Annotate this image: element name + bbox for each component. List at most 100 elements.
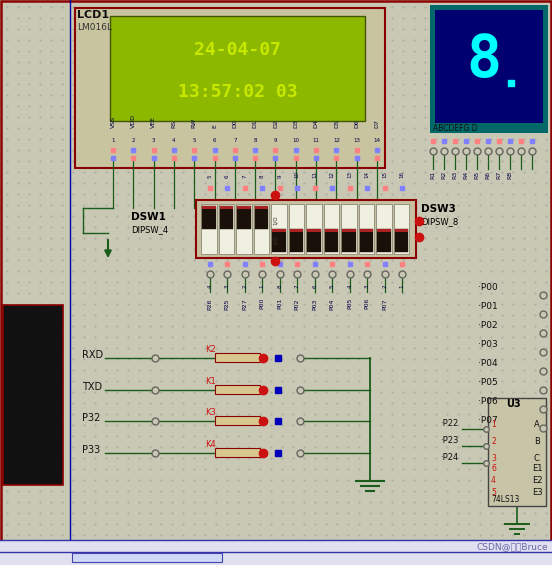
Text: 5: 5 bbox=[207, 175, 213, 178]
Bar bbox=[435, 10, 543, 123]
Text: ·P00: ·P00 bbox=[478, 283, 498, 292]
Text: D7: D7 bbox=[374, 119, 380, 128]
Text: R4: R4 bbox=[464, 171, 469, 179]
Text: 4: 4 bbox=[347, 284, 352, 288]
Text: 6: 6 bbox=[491, 464, 496, 473]
Text: DSW3: DSW3 bbox=[421, 204, 456, 214]
Text: 13: 13 bbox=[353, 137, 360, 142]
Text: D5: D5 bbox=[334, 119, 339, 128]
Bar bbox=[394, 204, 409, 254]
Bar bbox=[110, 16, 365, 121]
Text: R3: R3 bbox=[453, 171, 458, 179]
Text: R8: R8 bbox=[507, 171, 512, 179]
Bar bbox=[376, 204, 391, 254]
Bar bbox=[341, 204, 357, 254]
Bar bbox=[272, 229, 285, 252]
Text: 4: 4 bbox=[491, 476, 496, 485]
Bar bbox=[254, 206, 268, 209]
Bar bbox=[0, 540, 552, 565]
Text: P32: P32 bbox=[82, 413, 100, 423]
Text: E1: E1 bbox=[532, 464, 543, 473]
Bar bbox=[430, 5, 548, 133]
Bar bbox=[201, 204, 216, 254]
Text: K4: K4 bbox=[205, 440, 216, 449]
Text: 1/O: 1/O bbox=[273, 235, 278, 245]
Bar bbox=[220, 206, 233, 209]
Text: 10: 10 bbox=[292, 137, 299, 142]
Bar bbox=[289, 229, 303, 252]
Bar bbox=[196, 200, 416, 258]
Text: 2: 2 bbox=[131, 137, 135, 142]
Text: ABCDEFG D: ABCDEFG D bbox=[433, 124, 477, 133]
Bar bbox=[215, 448, 260, 457]
Text: 13:57:02 03: 13:57:02 03 bbox=[178, 82, 298, 101]
Bar bbox=[307, 229, 321, 252]
Bar bbox=[395, 229, 408, 252]
Text: P01: P01 bbox=[277, 298, 282, 310]
Bar bbox=[289, 229, 303, 232]
Text: K1: K1 bbox=[205, 377, 216, 386]
Text: ·P22: ·P22 bbox=[440, 419, 458, 428]
Bar bbox=[306, 204, 321, 254]
Text: 8: 8 bbox=[277, 284, 282, 288]
Text: TXD: TXD bbox=[82, 382, 102, 392]
Text: 8: 8 bbox=[260, 175, 265, 178]
Bar bbox=[202, 206, 215, 229]
Bar bbox=[395, 229, 408, 232]
Text: 8: 8 bbox=[253, 137, 257, 142]
Text: R6: R6 bbox=[486, 171, 491, 179]
Text: RS: RS bbox=[172, 120, 177, 128]
Text: P03: P03 bbox=[312, 298, 317, 310]
Bar bbox=[202, 206, 215, 209]
Text: ·P05: ·P05 bbox=[478, 378, 498, 387]
Text: 6: 6 bbox=[213, 137, 216, 142]
Text: P25: P25 bbox=[225, 298, 230, 310]
Text: 6: 6 bbox=[225, 175, 230, 178]
Text: 3: 3 bbox=[491, 454, 496, 463]
Text: 11: 11 bbox=[312, 171, 317, 178]
Text: C: C bbox=[534, 454, 540, 463]
Text: 12: 12 bbox=[330, 171, 335, 178]
Bar bbox=[342, 229, 355, 232]
Text: P07: P07 bbox=[382, 298, 388, 310]
Bar bbox=[236, 204, 252, 254]
Bar bbox=[219, 204, 234, 254]
Bar bbox=[237, 206, 251, 209]
Bar bbox=[488, 398, 546, 506]
Text: 15: 15 bbox=[382, 171, 388, 178]
Text: U3: U3 bbox=[506, 399, 521, 409]
Bar bbox=[3, 305, 63, 485]
Bar bbox=[325, 229, 338, 252]
Bar bbox=[272, 229, 285, 232]
Text: D1: D1 bbox=[253, 119, 258, 128]
Text: 5: 5 bbox=[330, 284, 335, 288]
Text: E2: E2 bbox=[532, 476, 543, 485]
Text: 3: 3 bbox=[365, 284, 370, 288]
Text: P00: P00 bbox=[260, 298, 265, 310]
Bar bbox=[271, 204, 286, 254]
Text: P05: P05 bbox=[347, 298, 352, 310]
Text: 10: 10 bbox=[295, 171, 300, 178]
Text: P04: P04 bbox=[330, 298, 335, 310]
Bar bbox=[75, 8, 385, 168]
Text: CSDN@海上Bruce: CSDN@海上Bruce bbox=[476, 542, 548, 551]
Text: 3: 3 bbox=[152, 137, 155, 142]
Bar bbox=[358, 204, 374, 254]
Text: P06: P06 bbox=[365, 298, 370, 310]
Text: ·P24: ·P24 bbox=[440, 453, 458, 462]
Bar bbox=[215, 353, 260, 362]
Text: VEE: VEE bbox=[151, 116, 156, 128]
Text: VSS: VSS bbox=[110, 116, 115, 128]
Text: ·P02: ·P02 bbox=[478, 321, 497, 330]
Text: E3: E3 bbox=[532, 488, 543, 497]
Text: 12: 12 bbox=[333, 137, 340, 142]
Text: 2: 2 bbox=[242, 284, 247, 288]
Text: 7: 7 bbox=[295, 284, 300, 288]
Text: P33: P33 bbox=[82, 445, 100, 455]
Text: P27: P27 bbox=[242, 298, 247, 310]
Text: D2: D2 bbox=[273, 119, 278, 128]
Text: R2: R2 bbox=[442, 171, 447, 179]
Text: RW: RW bbox=[192, 118, 197, 128]
Text: ·P07: ·P07 bbox=[478, 416, 498, 425]
Text: 4: 4 bbox=[207, 284, 213, 288]
